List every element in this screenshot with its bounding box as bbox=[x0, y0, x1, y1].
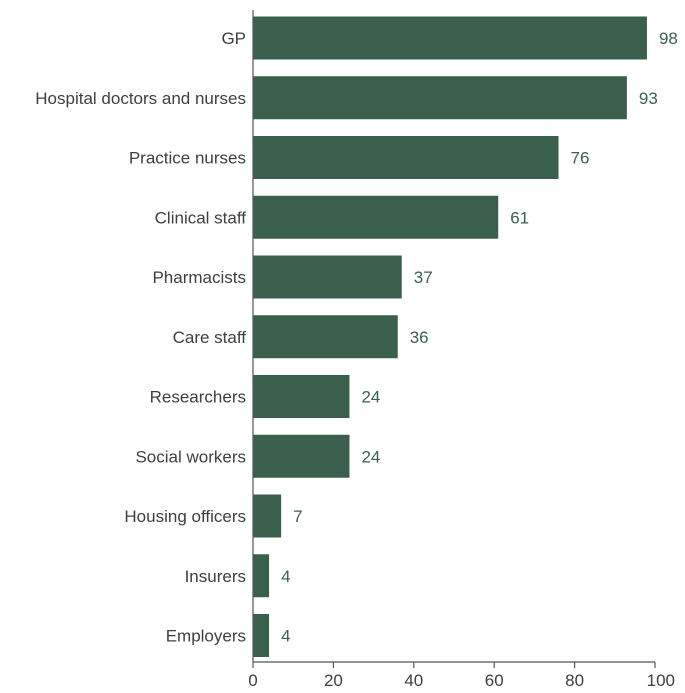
bar bbox=[253, 136, 559, 179]
bar bbox=[253, 195, 499, 239]
x-tick-label: 0 bbox=[248, 671, 257, 690]
value-label: 24 bbox=[361, 447, 380, 466]
value-label: 24 bbox=[361, 388, 380, 407]
category-label: Social workers bbox=[135, 447, 246, 466]
value-label: 7 bbox=[293, 507, 302, 526]
bar bbox=[253, 255, 402, 299]
value-label: 36 bbox=[410, 328, 429, 347]
value-label: 93 bbox=[639, 89, 658, 108]
value-label: 37 bbox=[414, 268, 433, 287]
x-tick-label: 40 bbox=[404, 671, 423, 690]
bar bbox=[253, 375, 350, 418]
value-label: 76 bbox=[571, 149, 590, 168]
bar bbox=[253, 16, 647, 60]
value-label: 98 bbox=[659, 29, 678, 48]
x-tick-label: 60 bbox=[485, 671, 504, 690]
category-label: Insurers bbox=[185, 567, 246, 586]
x-tick-label: 80 bbox=[565, 671, 584, 690]
bar bbox=[253, 434, 350, 478]
bar bbox=[253, 494, 282, 538]
category-label: Clinical staff bbox=[155, 208, 247, 227]
category-label: Employers bbox=[166, 627, 246, 646]
x-tick-label: 100 bbox=[647, 671, 675, 690]
value-label: 61 bbox=[510, 208, 529, 227]
category-label: Care staff bbox=[173, 328, 247, 347]
bar bbox=[253, 554, 270, 598]
bar bbox=[253, 76, 627, 120]
category-label: GP bbox=[221, 29, 246, 48]
category-label: Housing officers bbox=[124, 507, 246, 526]
bar bbox=[253, 614, 270, 657]
value-label: 4 bbox=[281, 567, 290, 586]
category-label: Practice nurses bbox=[129, 149, 246, 168]
x-tick-label: 20 bbox=[324, 671, 343, 690]
bar bbox=[253, 315, 398, 359]
value-label: 4 bbox=[281, 627, 290, 646]
category-label: Hospital doctors and nurses bbox=[35, 89, 246, 108]
category-label: Researchers bbox=[150, 388, 246, 407]
category-label: Pharmacists bbox=[152, 268, 246, 287]
